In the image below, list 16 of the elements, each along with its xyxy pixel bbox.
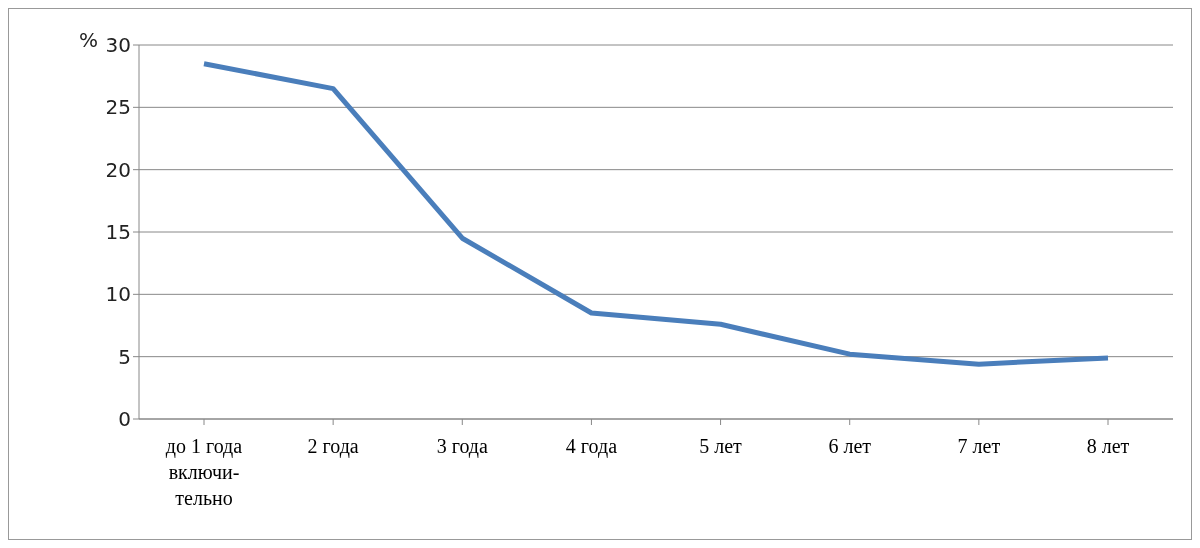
x-tick-label: 2 года xyxy=(307,435,359,458)
y-tick-label: 10 xyxy=(105,282,131,307)
y-tick-label: 20 xyxy=(105,157,131,182)
y-axis-title: % xyxy=(79,28,99,52)
x-tick-label: 6 лет xyxy=(828,435,872,457)
y-tick-label: 30 xyxy=(105,33,131,58)
x-tick-label: 7 лет xyxy=(957,435,1001,457)
y-tick-label: 5 xyxy=(118,344,131,369)
x-tick-label: 5 лет xyxy=(699,435,743,457)
x-tick-label: 4 года xyxy=(565,435,618,458)
y-tick-label: 25 xyxy=(105,95,131,120)
x-tick-label: 3 года xyxy=(436,435,488,458)
x-tick-label: 8 лет xyxy=(1086,435,1130,457)
y-tick-label: 0 xyxy=(118,407,131,432)
x-tick-label: до 1 года включи- тельно xyxy=(165,435,243,509)
y-tick-label: 15 xyxy=(105,220,131,245)
